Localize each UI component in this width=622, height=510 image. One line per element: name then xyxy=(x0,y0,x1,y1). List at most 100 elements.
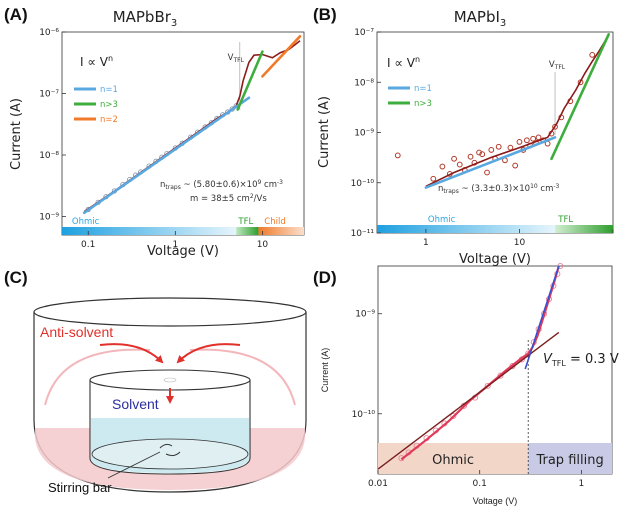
legend-label-n1: n=1 xyxy=(414,84,432,94)
panel-a-fit-lines xyxy=(82,35,302,215)
data-point xyxy=(394,152,401,159)
data-point xyxy=(516,139,523,145)
data-point xyxy=(535,134,542,141)
x-tick-label: 0.1 xyxy=(473,479,487,489)
measured-curve xyxy=(400,265,560,461)
solvent-label: Solvent xyxy=(112,396,159,412)
y-tick-label: 10⁻⁹ xyxy=(354,129,374,139)
power-law-label: I ∝ Vn xyxy=(80,54,113,69)
legend-label-n1: n=1 xyxy=(100,85,118,95)
antisolvent-label: Anti-solvent xyxy=(40,324,113,340)
y-tick-label: 10⁻⁶ xyxy=(39,28,59,38)
y-tick-label: 10⁻⁷ xyxy=(354,28,374,38)
panel-a-y-ticks: 10⁻⁹ 10⁻⁸ 10⁻⁷ 10⁻⁶ xyxy=(39,28,66,222)
panel-c-label: (C) xyxy=(4,268,28,287)
ohmic-region-label: Ohmic xyxy=(428,215,456,225)
x-tick-label: 1 xyxy=(423,238,429,248)
panel-d: (D) Ohmic Trap filling 0.01 0.1 1 10⁻¹⁰10⁻… xyxy=(313,262,619,506)
panel-d-data-points xyxy=(398,262,564,462)
y-tick-label: 10⁻⁸ xyxy=(39,151,59,161)
data-point xyxy=(451,155,457,162)
ohmic-region-bar xyxy=(377,225,556,233)
trap-filling-region xyxy=(528,443,612,474)
trap-filling-fit-line xyxy=(524,265,560,370)
tfl-region-bar xyxy=(236,227,259,235)
data-point xyxy=(430,175,437,182)
data-point xyxy=(450,412,457,420)
x-tick-label: 0.01 xyxy=(368,479,388,489)
data-point xyxy=(456,161,463,168)
fit-line-n2 xyxy=(261,35,302,78)
data-point xyxy=(484,382,491,389)
vtfl-label: VTFL xyxy=(549,60,566,71)
data-point xyxy=(512,162,519,169)
tfl-region-label: TFL xyxy=(557,215,573,225)
x-tick-label: 10 xyxy=(257,240,269,250)
panel-a-legend: n=1 n>3 n=2 xyxy=(74,85,118,125)
panel-d-y-ticks: 10⁻¹⁰ 10⁻⁹ xyxy=(352,310,382,420)
y-tick-label: 10⁻¹¹ xyxy=(351,229,375,239)
data-point xyxy=(523,137,530,144)
vtfl-value-label: VTFL = 0.3 V xyxy=(543,352,619,368)
child-region-bar xyxy=(258,227,304,235)
y-tick-label: 10⁻⁸ xyxy=(354,78,374,88)
panel-b: (B) MAPbI3 Ohmic TFL VTFL 1 10 10⁻¹¹ 10⁻¹⁰… xyxy=(313,5,614,267)
ohmic-region-bar xyxy=(62,227,237,235)
x-tick-label: 1 xyxy=(172,240,178,250)
ohmic-fit-line xyxy=(377,331,560,470)
mobility-annotation: m = 38±5 cm2/Vs xyxy=(190,193,267,204)
y-tick-label: 10⁻⁹ xyxy=(355,310,375,320)
data-point xyxy=(476,149,482,156)
curved-arrow-left-outer xyxy=(44,348,151,406)
x-tick-label: 1 xyxy=(579,479,585,489)
measured-curve xyxy=(425,33,610,188)
data-point xyxy=(484,169,490,176)
y-tick-label: 10⁻⁷ xyxy=(39,89,59,99)
curved-arrow-right-outer xyxy=(189,348,296,406)
panel-c-diagram: (C) Anti-solvent Solvent Stirring bar xyxy=(4,268,307,495)
panel-b-fit-lines xyxy=(424,33,610,189)
panel-d-y-axis-label: Current (A) xyxy=(320,348,330,393)
panel-a-title: MAPbBr3 xyxy=(113,8,178,29)
trap-density-annotation: ntraps ~ (3.3±0.3)×1010 cm-3 xyxy=(438,183,560,195)
legend-label-n3: n>3 xyxy=(100,100,118,110)
legend-label-n2: n=2 xyxy=(100,115,118,125)
data-point xyxy=(530,135,537,142)
beaker-bottom xyxy=(91,438,249,470)
panel-b-legend: n=1 n>3 xyxy=(388,84,432,109)
panel-a-region-bars: Ohmic TFL Child xyxy=(62,217,304,235)
panel-a-x-ticks: 0.1 1 10 xyxy=(81,231,268,250)
droplet xyxy=(163,377,177,383)
panel-b-y-axis-label: Current (A) xyxy=(317,96,332,168)
y-tick-label: 10⁻¹⁰ xyxy=(351,179,375,189)
panel-d-fit-lines xyxy=(377,265,560,470)
trap-density-annotation: ntraps ~ (5.80±0.6)×109 cm-3 xyxy=(160,179,283,191)
panel-b-region-bars: Ohmic TFL xyxy=(377,215,613,233)
trap-filling-region-label: Trap filling xyxy=(535,453,603,468)
data-point xyxy=(467,153,474,160)
panel-b-x-ticks: 1 10 xyxy=(423,229,614,248)
outer-bath-rim xyxy=(33,297,307,327)
fit-line-n3 xyxy=(550,33,610,161)
child-region-label: Child xyxy=(264,217,285,227)
red-arrow-left xyxy=(99,343,164,364)
panel-b-x-axis-label: Voltage (V) xyxy=(459,252,531,267)
data-point xyxy=(552,123,558,130)
data-point xyxy=(589,52,596,58)
y-tick-label: 10⁻¹⁰ xyxy=(352,410,376,420)
legend-label-n3: n>3 xyxy=(414,99,432,109)
data-point xyxy=(439,163,446,170)
power-law-label: I ∝ Vn xyxy=(387,55,420,70)
panel-b-y-ticks: 10⁻¹¹ 10⁻¹⁰ 10⁻⁹ 10⁻⁸ 10⁻⁷ xyxy=(351,28,381,239)
panel-d-label: (D) xyxy=(313,268,337,287)
vtfl-label: VTFL xyxy=(228,53,245,64)
stirring-bar-label: Stirring bar xyxy=(48,480,112,495)
stirring-bar-pointer xyxy=(107,451,161,479)
x-tick-label: 0.1 xyxy=(81,240,95,250)
fit-line-n1 xyxy=(424,136,557,189)
panel-a-y-axis-label: Current (A) xyxy=(9,98,24,170)
data-point xyxy=(495,143,502,150)
ohmic-region-label: Ohmic xyxy=(432,453,474,468)
panel-b-title: MAPbI3 xyxy=(454,8,507,29)
